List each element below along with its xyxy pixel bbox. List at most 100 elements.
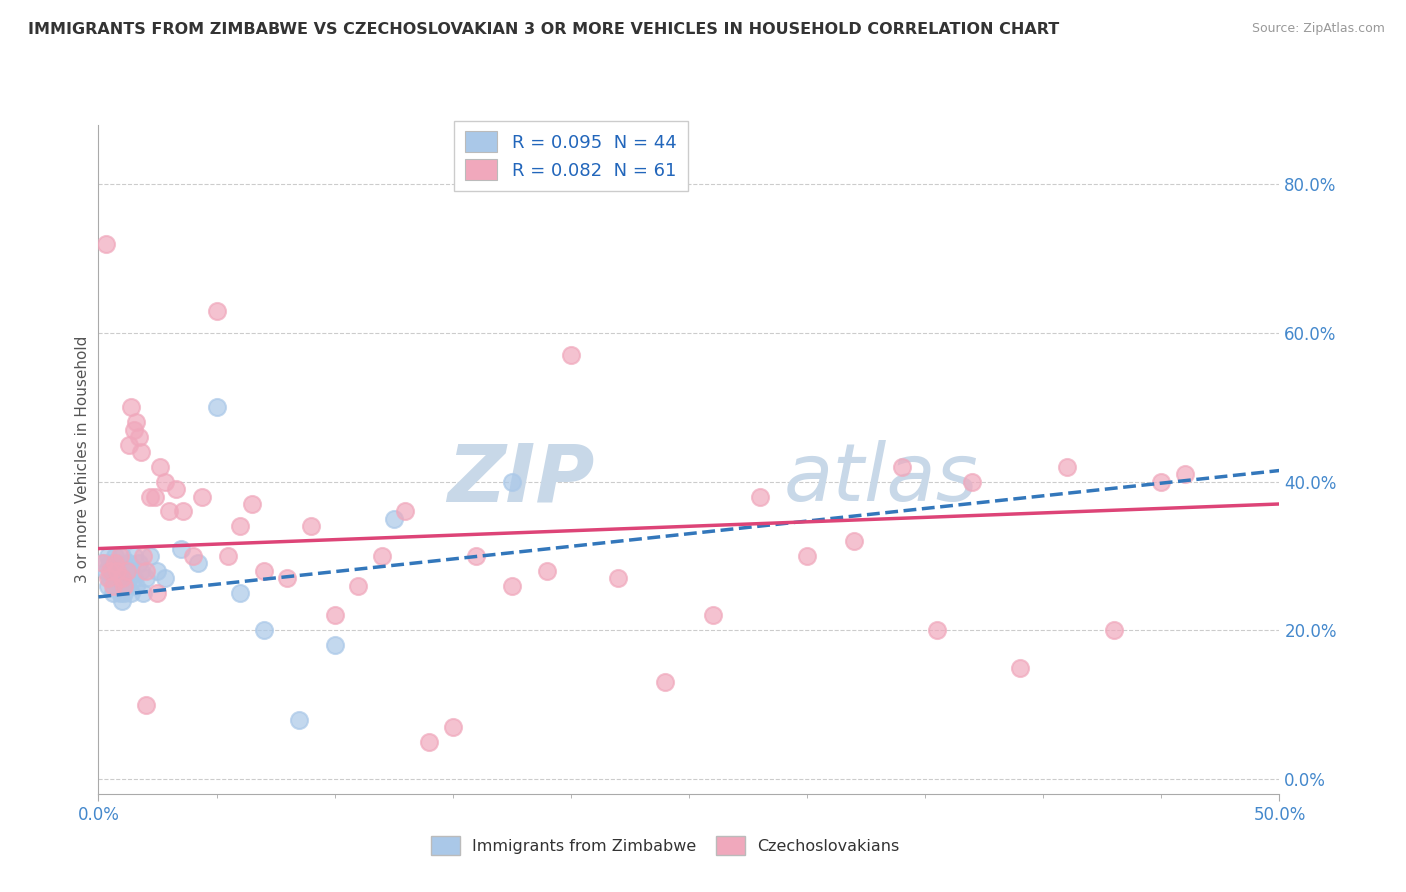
Point <box>118 437 141 451</box>
Point <box>115 579 138 593</box>
Point <box>108 549 131 563</box>
Point <box>135 698 157 712</box>
Point <box>118 557 141 571</box>
Point <box>108 586 131 600</box>
Point <box>157 504 180 518</box>
Point <box>135 564 157 578</box>
Point <box>125 415 148 429</box>
Point <box>501 475 523 489</box>
Point <box>229 519 252 533</box>
Point <box>143 490 166 504</box>
Point <box>91 557 114 571</box>
Point <box>98 557 121 571</box>
Point <box>217 549 239 563</box>
Point <box>115 564 138 578</box>
Point <box>104 549 127 563</box>
Point <box>796 549 818 563</box>
Point <box>101 579 124 593</box>
Point <box>118 571 141 585</box>
Legend: Immigrants from Zimbabwe, Czechoslovakians: Immigrants from Zimbabwe, Czechoslovakia… <box>423 829 908 863</box>
Point <box>97 549 120 563</box>
Point <box>111 571 134 585</box>
Point <box>111 549 134 563</box>
Point <box>149 459 172 474</box>
Point <box>323 638 346 652</box>
Point <box>205 401 228 415</box>
Point <box>1008 660 1031 674</box>
Point <box>101 564 124 578</box>
Point <box>122 571 145 585</box>
Point <box>105 564 128 578</box>
Point <box>371 549 394 563</box>
Point <box>394 504 416 518</box>
Point <box>536 564 558 578</box>
Point <box>112 571 135 585</box>
Point <box>347 579 370 593</box>
Point <box>418 735 440 749</box>
Point <box>101 586 124 600</box>
Point <box>146 564 169 578</box>
Point <box>253 624 276 638</box>
Point <box>91 557 114 571</box>
Point <box>111 564 134 578</box>
Point <box>205 303 228 318</box>
Point <box>560 348 582 362</box>
Point <box>104 571 127 585</box>
Point <box>1102 624 1125 638</box>
Point <box>139 490 162 504</box>
Point <box>129 564 152 578</box>
Point <box>654 675 676 690</box>
Point <box>323 608 346 623</box>
Point <box>276 571 298 585</box>
Point <box>153 571 176 585</box>
Point <box>94 564 117 578</box>
Point <box>122 549 145 563</box>
Point <box>229 586 252 600</box>
Point <box>128 557 150 571</box>
Point <box>97 579 120 593</box>
Point <box>191 490 214 504</box>
Point <box>111 593 134 607</box>
Point <box>382 512 405 526</box>
Point <box>299 519 322 533</box>
Point <box>98 571 121 585</box>
Point <box>925 624 948 638</box>
Point <box>441 720 464 734</box>
Point <box>288 713 311 727</box>
Y-axis label: 3 or more Vehicles in Household: 3 or more Vehicles in Household <box>75 335 90 583</box>
Text: ZIP: ZIP <box>447 441 595 518</box>
Point <box>122 423 145 437</box>
Point <box>465 549 488 563</box>
Point <box>146 586 169 600</box>
Point <box>135 571 157 585</box>
Point <box>105 557 128 571</box>
Point <box>172 504 194 518</box>
Point <box>962 475 984 489</box>
Point <box>121 586 143 600</box>
Text: Source: ZipAtlas.com: Source: ZipAtlas.com <box>1251 22 1385 36</box>
Point <box>104 557 127 571</box>
Point <box>94 236 117 251</box>
Point <box>121 401 143 415</box>
Point <box>98 564 121 578</box>
Point <box>844 534 866 549</box>
Point <box>253 564 276 578</box>
Point <box>181 549 204 563</box>
Text: IMMIGRANTS FROM ZIMBABWE VS CZECHOSLOVAKIAN 3 OR MORE VEHICLES IN HOUSEHOLD CORR: IMMIGRANTS FROM ZIMBABWE VS CZECHOSLOVAK… <box>28 22 1059 37</box>
Point <box>1056 459 1078 474</box>
Point <box>187 557 209 571</box>
Point <box>607 571 630 585</box>
Point <box>121 564 143 578</box>
Point <box>132 586 155 600</box>
Point <box>748 490 770 504</box>
Point <box>128 430 150 444</box>
Point <box>97 571 120 585</box>
Point <box>115 564 138 578</box>
Point <box>702 608 724 623</box>
Point <box>240 497 263 511</box>
Point <box>1150 475 1173 489</box>
Point <box>112 579 135 593</box>
Point <box>139 549 162 563</box>
Point <box>170 541 193 556</box>
Point <box>890 459 912 474</box>
